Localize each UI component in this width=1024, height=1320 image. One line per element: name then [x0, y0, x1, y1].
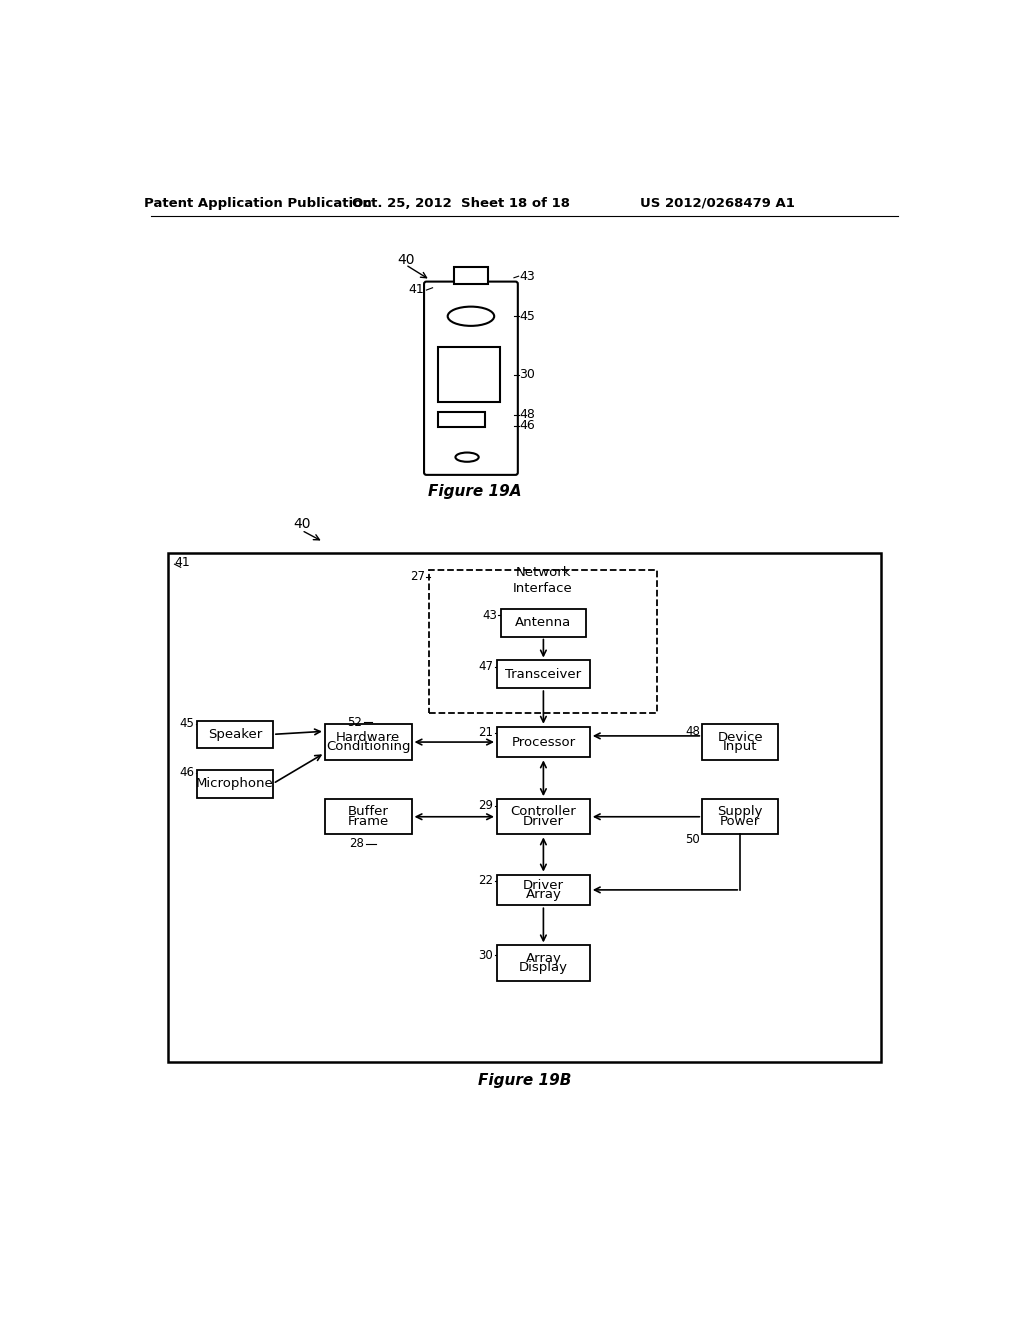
Text: 43: 43 [519, 269, 536, 282]
Text: 50: 50 [685, 833, 700, 846]
Text: Frame: Frame [347, 814, 389, 828]
Bar [429, 570, 657, 713]
Text: Array: Array [525, 952, 561, 965]
Text: Driver: Driver [523, 814, 564, 828]
Text: 52: 52 [347, 715, 362, 729]
Text: Transceiver: Transceiver [505, 668, 582, 681]
Text: Figure 19B: Figure 19B [478, 1073, 571, 1088]
Bar [197, 770, 273, 797]
Text: 30: 30 [478, 949, 493, 962]
Text: 22: 22 [478, 874, 493, 887]
Bar [325, 799, 412, 834]
Text: Network
Interface: Network Interface [513, 566, 572, 594]
Text: Array: Array [525, 888, 561, 902]
Ellipse shape [447, 306, 495, 326]
Bar [325, 725, 412, 760]
Text: Figure 19A: Figure 19A [428, 484, 521, 499]
Text: 40: 40 [293, 517, 310, 531]
Bar [497, 875, 590, 906]
Bar [197, 721, 273, 748]
FancyBboxPatch shape [424, 281, 518, 475]
Text: 21: 21 [478, 726, 493, 739]
Bar [497, 799, 590, 834]
Bar [454, 267, 488, 284]
Text: Processor: Processor [511, 735, 575, 748]
Bar [501, 609, 586, 636]
Text: 47: 47 [478, 660, 493, 673]
Text: 41: 41 [409, 282, 424, 296]
Bar [438, 347, 500, 403]
Text: 48: 48 [685, 725, 700, 738]
Text: 29: 29 [478, 800, 493, 813]
Text: 45: 45 [519, 310, 536, 323]
Text: Display: Display [519, 961, 568, 974]
Bar [702, 725, 778, 760]
Text: Input: Input [723, 741, 758, 754]
Text: Hardware: Hardware [336, 731, 400, 743]
Text: Supply: Supply [718, 805, 763, 818]
Text: 48: 48 [519, 408, 536, 421]
Text: Power: Power [720, 814, 761, 828]
Text: Speaker: Speaker [208, 727, 262, 741]
Text: Oct. 25, 2012  Sheet 18 of 18: Oct. 25, 2012 Sheet 18 of 18 [352, 197, 570, 210]
Text: Antenna: Antenna [515, 616, 571, 630]
Text: Controller: Controller [511, 805, 577, 818]
Text: Patent Application Publication: Patent Application Publication [144, 197, 372, 210]
Text: Device: Device [718, 731, 763, 743]
Bar [438, 412, 484, 428]
Text: 28: 28 [349, 837, 365, 850]
Bar [168, 553, 882, 1061]
Bar [497, 945, 590, 981]
Text: 30: 30 [519, 368, 536, 381]
Text: 45: 45 [180, 717, 195, 730]
Text: 46: 46 [179, 767, 195, 779]
Text: US 2012/0268479 A1: US 2012/0268479 A1 [640, 197, 795, 210]
Bar [497, 660, 590, 688]
Text: Buffer: Buffer [348, 805, 389, 818]
Bar [497, 726, 590, 758]
Text: 27: 27 [410, 570, 425, 583]
Text: Microphone: Microphone [196, 777, 273, 791]
Text: 40: 40 [397, 253, 415, 267]
Text: 43: 43 [482, 609, 497, 622]
Bar [702, 799, 778, 834]
Text: 41: 41 [174, 556, 190, 569]
Text: Conditioning: Conditioning [326, 741, 411, 754]
Text: Driver: Driver [523, 879, 564, 891]
Ellipse shape [456, 453, 478, 462]
Text: 46: 46 [519, 418, 536, 432]
